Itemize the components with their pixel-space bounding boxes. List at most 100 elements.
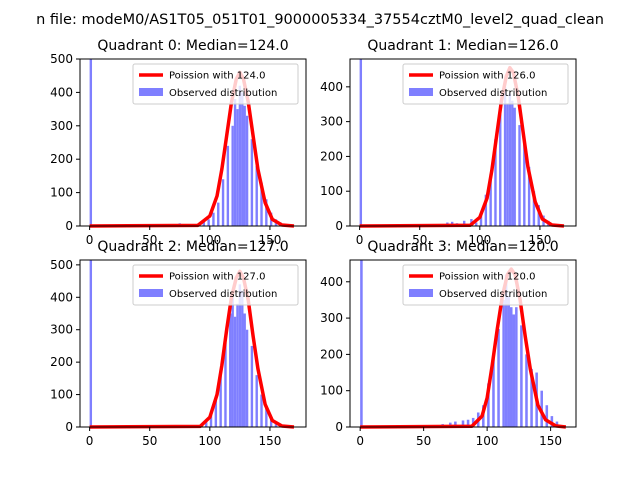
hist-bar	[241, 290, 244, 427]
plot-area-quadrant-0: 0 50 100 150 0 100 200 300 400 500	[50, 52, 307, 247]
legend-box	[402, 63, 569, 105]
hist-bar	[250, 345, 254, 427]
hist-bar	[461, 420, 465, 427]
hist-bar	[243, 105, 246, 226]
x-tick-label: 0	[86, 233, 94, 247]
legend-label-observed: Observed distribution	[169, 289, 277, 300]
hist-bar	[545, 405, 549, 427]
panel-quadrant-3: Quadrant 3: Median=120.0 0 50 100 150 0 100 20…	[320, 239, 577, 448]
hist-bar	[236, 109, 239, 226]
hist-bar	[238, 85, 242, 226]
hist-bar	[265, 199, 268, 226]
hist-bar	[523, 142, 526, 226]
hist-bar	[463, 220, 466, 226]
hist-bar	[479, 215, 483, 226]
hist-bar	[508, 93, 512, 226]
hist-bar	[475, 222, 478, 226]
hist-bar	[503, 86, 507, 226]
hist-bar	[209, 414, 213, 427]
hist-bar	[207, 219, 210, 226]
hist-bar	[520, 325, 523, 427]
x-tick-label: 100	[476, 434, 499, 448]
hist-bar	[504, 274, 508, 427]
hist-bar	[527, 166, 531, 226]
hist-bar	[489, 173, 492, 226]
hist-bar	[229, 313, 232, 427]
panel-quadrant-0: Quadrant 0: Median=124.0 0 50 100 150 0 100 20…	[50, 38, 307, 247]
legend-box	[132, 264, 299, 306]
panel-quadrant-1: Quadrant 1: Median=126.0 0 50 100 150 0 100 20…	[320, 38, 577, 247]
y-tick-label: 400	[50, 85, 73, 99]
hist-bar	[255, 165, 258, 226]
y-tick-label: 100	[320, 384, 343, 398]
y-tick-label: 400	[320, 275, 343, 289]
hist-bar	[484, 194, 488, 226]
hist-bar	[530, 368, 533, 427]
hist-bar	[260, 182, 263, 226]
hist-bar	[219, 375, 222, 427]
axes-frame	[349, 259, 577, 428]
y-tick-label: 200	[50, 152, 73, 166]
hist-bar	[226, 145, 230, 226]
hist-bar	[89, 260, 93, 427]
y-tick-label: 0	[65, 219, 73, 233]
hist-bar	[499, 104, 502, 226]
legend-patch-icon	[139, 289, 163, 297]
y-tick-label: 0	[65, 420, 73, 434]
y-tick-label: 200	[320, 347, 343, 361]
hist-bar	[231, 297, 234, 427]
y-tick-label: 100	[50, 388, 73, 402]
hist-bar	[506, 104, 509, 226]
legend-label-observed: Observed distribution	[439, 88, 547, 99]
y-tick-label: 0	[335, 420, 343, 434]
hist-bar	[454, 421, 457, 427]
panel-title: Quadrant 1: Median=126.0	[367, 38, 558, 54]
hist-bar	[269, 417, 273, 427]
hist-bar	[241, 92, 244, 227]
x-tick-label: 150	[258, 434, 281, 448]
legend-patch-icon	[409, 88, 433, 96]
y-tick-label: 500	[50, 258, 73, 272]
hist-bar	[515, 307, 518, 427]
legend-patch-icon	[139, 88, 163, 96]
hist-bar	[243, 313, 246, 427]
hist-bar	[511, 100, 514, 226]
legend-label-observed: Observed distribution	[169, 88, 277, 99]
hist-bar	[513, 107, 516, 226]
hist-bar	[250, 139, 254, 226]
axes-frame	[349, 58, 577, 227]
legend: Poission with 127.0 Observed distributio…	[132, 264, 299, 306]
x-tick-label: 100	[468, 233, 491, 247]
legend-label-fit: Poission with 126.0	[439, 71, 535, 82]
legend-label-fit: Poission with 124.0	[169, 71, 265, 82]
axes-frame	[79, 259, 307, 428]
y-tick-label: 200	[320, 149, 343, 163]
x-tick-label: 50	[416, 434, 431, 448]
hist-bar	[537, 205, 540, 227]
hist-bar	[555, 421, 559, 427]
hist-bar	[512, 314, 516, 427]
hist-bar	[233, 316, 237, 427]
x-tick-label: 150	[528, 233, 551, 247]
hist-bar	[214, 397, 218, 427]
y-tick-label: 100	[50, 186, 73, 200]
y-tick-label: 300	[50, 323, 73, 337]
hist-bar	[509, 307, 513, 427]
hist-bar	[255, 375, 258, 427]
x-tick-label: 100	[198, 233, 221, 247]
y-tick-label: 200	[50, 355, 73, 369]
hist-bar	[487, 383, 490, 427]
legend-box	[402, 264, 569, 306]
hist-bar	[89, 59, 93, 226]
x-tick-label: 150	[539, 434, 562, 448]
legend: Poission with 124.0 Observed distributio…	[132, 63, 299, 105]
panel-quadrant-2: Quadrant 2: Median=127.0 0 50 100 150 0 100 20…	[50, 239, 307, 448]
y-tick-label: 500	[50, 52, 73, 66]
x-tick-label: 0	[356, 233, 364, 247]
panel-title: Quadrant 2: Median=127.0	[97, 239, 288, 255]
legend-label-fit: Poission with 120.0	[439, 272, 535, 283]
hist-bar	[471, 417, 475, 427]
x-tick-label: 50	[142, 434, 157, 448]
legend: Poission with 120.0 Observed distributio…	[402, 264, 569, 306]
